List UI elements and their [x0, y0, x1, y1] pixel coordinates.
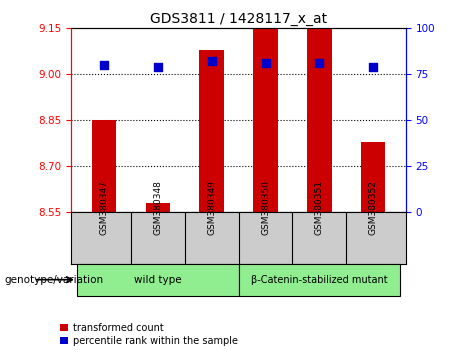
Point [154, 64, 161, 70]
Bar [92, 120, 116, 212]
Point [262, 61, 269, 66]
Bar [254, 28, 278, 212]
Text: GSM380350: GSM380350 [261, 181, 270, 235]
Bar [200, 50, 224, 212]
Text: genotype/variation: genotype/variation [5, 275, 104, 285]
Bar [146, 203, 170, 212]
Point [316, 61, 323, 66]
Bar [361, 142, 385, 212]
Text: GSM380347: GSM380347 [99, 181, 108, 235]
Bar [239, 264, 400, 296]
Bar [307, 28, 331, 212]
Text: GSM380349: GSM380349 [207, 181, 216, 235]
Text: GSM380352: GSM380352 [369, 181, 378, 235]
Point [208, 59, 215, 64]
Text: GSM380351: GSM380351 [315, 181, 324, 235]
Text: GSM380348: GSM380348 [153, 181, 162, 235]
Text: β-Catenin-stabilized mutant: β-Catenin-stabilized mutant [251, 275, 388, 285]
Legend: transformed count, percentile rank within the sample: transformed count, percentile rank withi… [60, 323, 238, 346]
Title: GDS3811 / 1428117_x_at: GDS3811 / 1428117_x_at [150, 12, 327, 26]
Point [100, 62, 107, 68]
Point [370, 64, 377, 70]
Bar [77, 264, 239, 296]
Text: wild type: wild type [134, 275, 182, 285]
